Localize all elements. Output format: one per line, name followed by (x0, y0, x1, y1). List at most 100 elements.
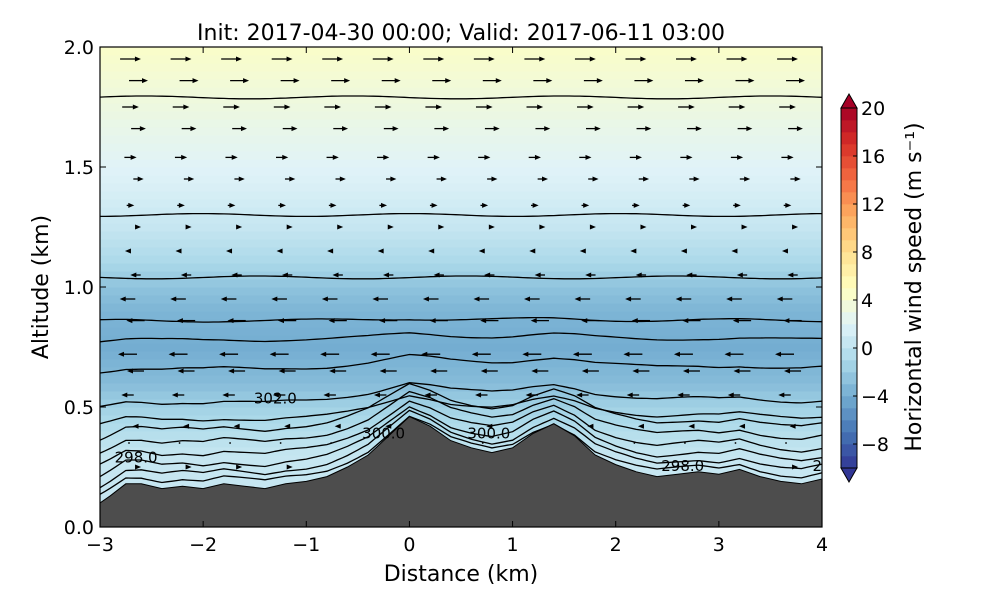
colorbar-level (841, 407, 857, 421)
wind-vector-head (141, 78, 148, 84)
wind-band (100, 318, 822, 328)
wind-band (100, 222, 822, 232)
wind-vector-head (180, 272, 187, 278)
wind-vector-head (799, 78, 806, 84)
wind-band (100, 174, 822, 184)
wind-band (100, 374, 822, 384)
wind-vector-head (594, 126, 601, 132)
wind-vector-head (781, 248, 788, 254)
wind-vector-head (171, 392, 178, 398)
wind-vector-head (783, 318, 790, 324)
wind-vector-head (581, 318, 588, 324)
colorbar-level (841, 347, 857, 361)
wind-vector-head (746, 126, 753, 132)
wind-vector-head (175, 248, 182, 254)
wind-band (100, 102, 822, 112)
wind-vector-head (473, 296, 480, 302)
wind-vector-head (635, 272, 642, 278)
x-axis-label: Distance (km) (384, 562, 539, 587)
wind-vector-head (334, 423, 341, 429)
wind-vector-head (587, 104, 594, 110)
wind-vector-head (433, 154, 440, 160)
wind-vector-head (480, 368, 487, 374)
wind-band (100, 326, 822, 336)
wind-vector-head (227, 318, 234, 324)
isentrope (100, 212, 822, 218)
wind-band (100, 190, 822, 200)
isentrope-lines (100, 95, 822, 495)
wind-vector-head (785, 202, 792, 208)
terrain (100, 416, 822, 527)
wind-vector-head (220, 296, 227, 302)
wind-vector-head (633, 202, 640, 208)
wind-band (100, 238, 822, 248)
wind-vector-head (625, 296, 632, 302)
wind-band (100, 134, 822, 144)
wind-band (100, 278, 822, 288)
isentrope (100, 95, 822, 100)
wind-vector-head (572, 351, 579, 357)
wind-vector-head (737, 154, 744, 160)
wind-vector-head (531, 368, 538, 374)
wind-vector-head (542, 176, 549, 182)
wind-vector-head (488, 56, 495, 62)
wind-vector-head (796, 126, 803, 132)
wind-vector-head (748, 78, 755, 84)
wind-vector-head (337, 224, 344, 230)
wind-vector-head (372, 296, 379, 302)
wind-vector-head (238, 176, 245, 182)
wind-vector-head (484, 272, 491, 278)
wind-band (100, 70, 822, 80)
colorbar-level (841, 335, 857, 349)
wind-band (100, 166, 822, 176)
wind-vector-head (850, 78, 856, 83)
wind-vector-head (784, 368, 791, 374)
wind-vector-head (675, 296, 682, 302)
wind-band (100, 390, 822, 400)
wind-vector-head (185, 56, 192, 62)
wind-vector-head (673, 351, 680, 357)
colorbar-extend-max (840, 92, 858, 109)
wind-vector-head (734, 202, 741, 208)
wind-band (100, 150, 822, 160)
wind-vector-head (471, 351, 478, 357)
wind-vector (836, 442, 838, 444)
wind-vector-head (229, 202, 236, 208)
colorbar (840, 92, 858, 484)
wind-vector-head (534, 154, 541, 160)
wind-vector-head (284, 104, 291, 110)
colorbar-extend-min (840, 467, 858, 484)
wind-vector-head (623, 351, 630, 357)
wind-vector-head (697, 78, 704, 84)
wind-vector-head (243, 78, 250, 84)
colorbar-tick-label: 16 (861, 146, 885, 168)
wind-vector-head (739, 423, 746, 429)
wind-vector-head (379, 368, 386, 374)
wind-vector-head (645, 126, 652, 132)
wind-vector-head (321, 296, 328, 302)
wind-vector (734, 442, 737, 444)
wind-band (100, 302, 822, 312)
wind-vector-head (385, 423, 392, 429)
wind-band (100, 350, 822, 360)
wind-vector-head (181, 154, 188, 160)
contour-label: 29 (812, 457, 831, 475)
y-tick-label: 2.0 (64, 37, 94, 59)
wind-vector-head (430, 368, 437, 374)
wind-vector-head (130, 272, 137, 278)
wind-band (100, 414, 822, 424)
isentrope (100, 409, 822, 489)
wind-vector-head (228, 368, 235, 374)
isentrope (100, 332, 822, 343)
wind-vector-head (530, 318, 537, 324)
wind-vector-head (640, 56, 647, 62)
wind-vector-head (744, 176, 751, 182)
wind-band (100, 198, 822, 208)
wind-vector-head (726, 296, 733, 302)
wind-vector-head (219, 351, 226, 357)
wind-vector-head (525, 392, 532, 398)
wind-vector-head (185, 464, 192, 470)
wind-vector-head (286, 224, 293, 230)
wind-band (100, 182, 822, 192)
wind-vector-head (632, 368, 639, 374)
